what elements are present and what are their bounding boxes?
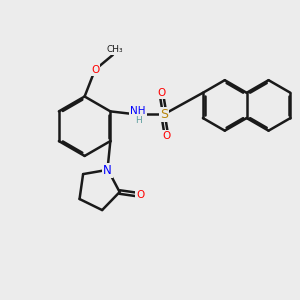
Text: O: O [162,131,170,141]
Text: S: S [160,108,168,121]
Text: CH₃: CH₃ [106,45,123,54]
Text: O: O [91,65,99,75]
Text: N: N [103,164,112,177]
Text: O: O [136,190,144,200]
Text: NH: NH [130,106,146,116]
Text: O: O [157,88,166,98]
Text: H: H [135,116,142,125]
